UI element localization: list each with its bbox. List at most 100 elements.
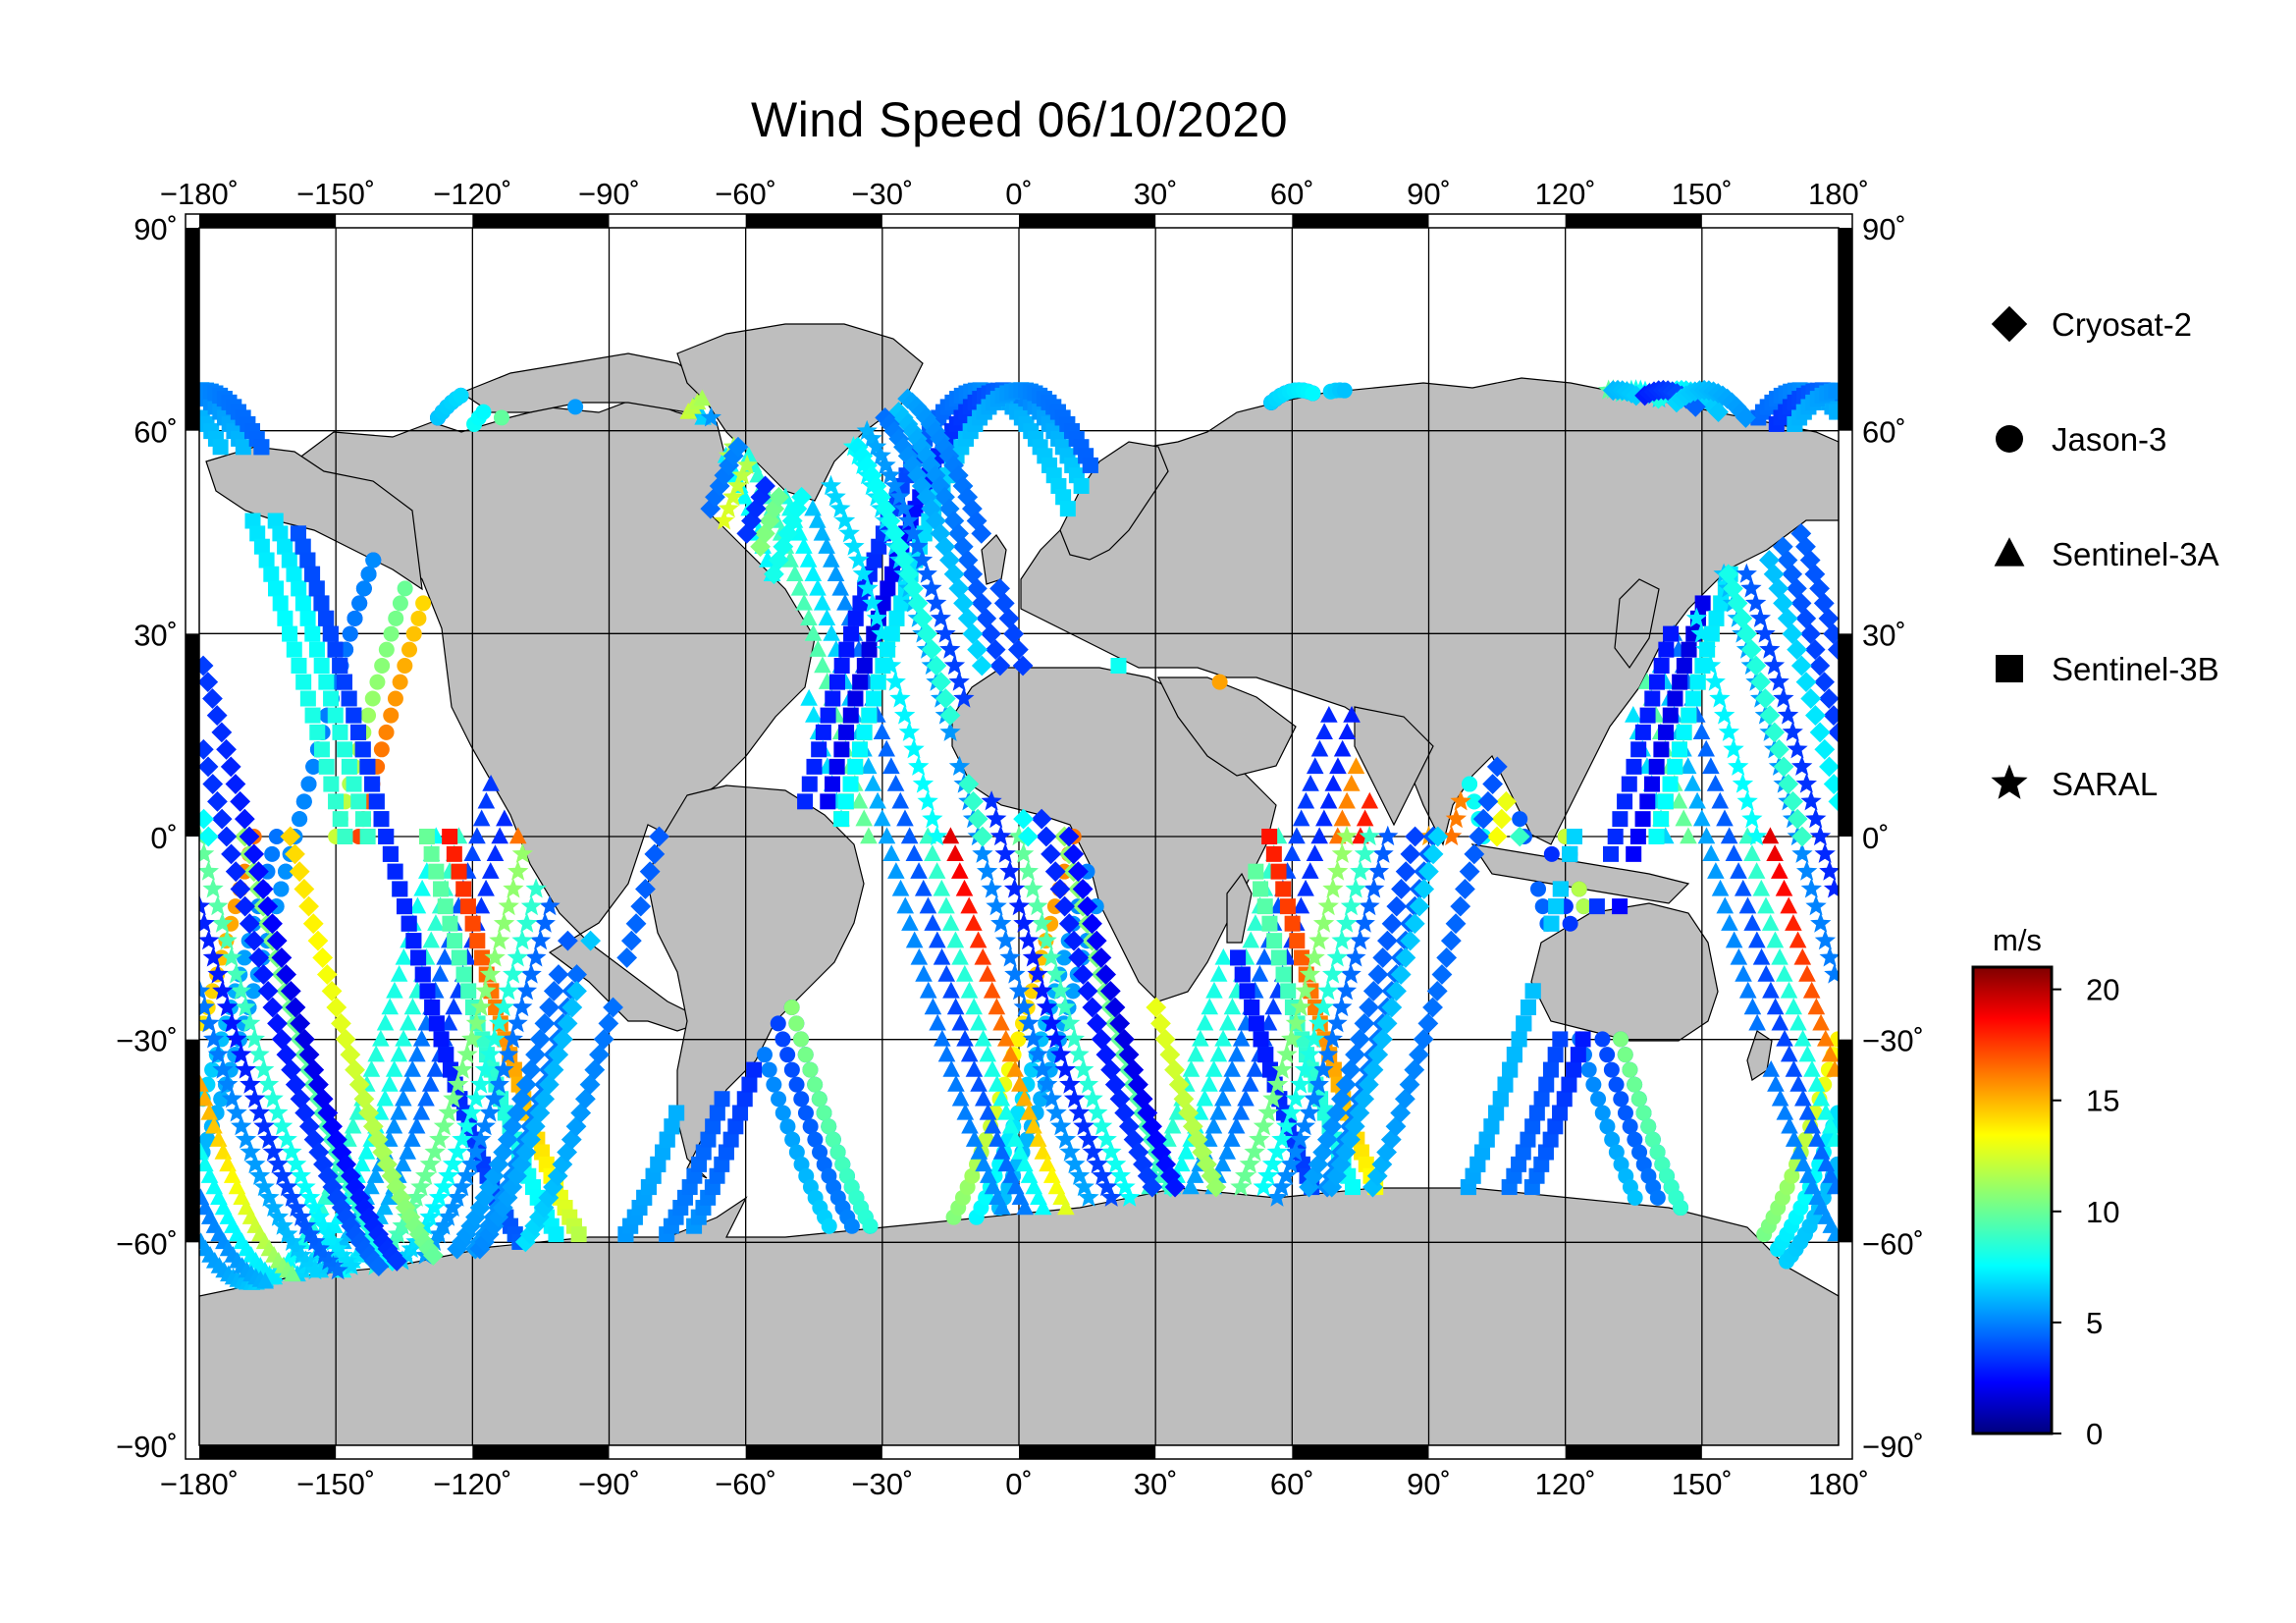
marker-diamond bbox=[520, 1129, 541, 1151]
marker-star bbox=[1723, 738, 1744, 759]
marker-circle bbox=[1590, 1091, 1607, 1108]
marker-triangle bbox=[873, 723, 891, 740]
marker-star bbox=[1312, 1058, 1334, 1079]
marker-star bbox=[244, 1153, 266, 1173]
marker-star bbox=[1032, 1058, 1053, 1079]
marker-diamond bbox=[1187, 1129, 1208, 1151]
marker-square bbox=[253, 538, 270, 555]
marker-triangle bbox=[1259, 1013, 1278, 1031]
lat-tick-right: −30˚ bbox=[1862, 1024, 1924, 1058]
marker-star bbox=[405, 1186, 427, 1207]
marker-triangle bbox=[983, 981, 1001, 999]
marker-star bbox=[848, 549, 870, 569]
marker-triangle bbox=[886, 774, 905, 791]
marker-square bbox=[534, 1144, 551, 1161]
lon-tick-bottom: −180˚ bbox=[160, 1467, 239, 1501]
marker-triangle bbox=[1707, 862, 1725, 879]
marker-circle bbox=[1530, 881, 1547, 897]
marker-star bbox=[1276, 1044, 1298, 1064]
marker-triangle bbox=[1721, 914, 1738, 931]
marker-triangle bbox=[975, 1089, 992, 1107]
marker-star bbox=[226, 1102, 247, 1122]
marker-circle bbox=[774, 1031, 791, 1048]
marker-star bbox=[442, 1196, 463, 1217]
marker-diamond bbox=[1809, 655, 1831, 676]
marker-diamond bbox=[469, 1238, 491, 1260]
marker-star bbox=[212, 980, 234, 1001]
marker-star bbox=[452, 1128, 473, 1149]
marker-star bbox=[303, 1196, 326, 1217]
marker-triangle bbox=[1780, 981, 1798, 999]
marker-square bbox=[1492, 1091, 1509, 1108]
marker-triangle bbox=[403, 1130, 421, 1147]
marker-triangle bbox=[992, 1142, 1011, 1160]
marker-star bbox=[308, 1206, 330, 1226]
marker-star bbox=[199, 929, 220, 950]
marker-triangle bbox=[1310, 827, 1328, 844]
marker-triangle bbox=[960, 1045, 979, 1062]
marker-star bbox=[912, 773, 934, 793]
marker-star bbox=[866, 436, 887, 457]
marker-triangle bbox=[960, 981, 979, 999]
frame-band-bottom bbox=[199, 1445, 337, 1459]
marker-circle bbox=[305, 758, 322, 775]
marker-square bbox=[1543, 915, 1560, 932]
marker-star bbox=[953, 687, 975, 708]
marker-diamond bbox=[1012, 655, 1034, 676]
marker-star bbox=[479, 1102, 501, 1122]
marker-circle bbox=[1797, 1131, 1814, 1148]
marker-diamond bbox=[1782, 623, 1803, 644]
marker-square bbox=[833, 741, 850, 758]
marker-star bbox=[1363, 878, 1385, 898]
marker-diamond bbox=[199, 756, 219, 778]
marker-star bbox=[438, 1102, 459, 1122]
marker-triangle bbox=[951, 1089, 970, 1107]
marker-circle bbox=[978, 1131, 994, 1148]
marker-diamond bbox=[519, 1223, 541, 1245]
marker-triangle bbox=[1785, 1130, 1803, 1147]
marker-diamond bbox=[1486, 826, 1508, 847]
marker-triangle bbox=[937, 964, 956, 982]
lat-tick-right: 30˚ bbox=[1862, 618, 1906, 652]
marker-diamond bbox=[1818, 608, 1839, 629]
marker-diamond bbox=[372, 1231, 394, 1253]
marker-star bbox=[1350, 860, 1371, 881]
marker-star bbox=[1041, 1088, 1063, 1109]
marker-triangle bbox=[1356, 809, 1374, 827]
marker-triangle bbox=[366, 1166, 385, 1183]
marker-triangle bbox=[929, 931, 946, 948]
marker-star bbox=[1257, 1102, 1279, 1122]
marker-diamond bbox=[313, 1154, 334, 1175]
marker-circle bbox=[783, 999, 800, 1015]
marker-triangle bbox=[1292, 896, 1310, 914]
marker-square bbox=[308, 641, 325, 658]
marker-square bbox=[1653, 741, 1670, 758]
marker-diamond bbox=[199, 826, 219, 847]
marker-diamond bbox=[1814, 672, 1835, 693]
marker-triangle bbox=[850, 791, 869, 809]
marker-diamond bbox=[331, 1012, 351, 1034]
marker-square bbox=[350, 793, 367, 810]
marker-star bbox=[248, 1164, 271, 1185]
marker-diamond bbox=[1718, 564, 1739, 585]
marker-star bbox=[1045, 1028, 1067, 1049]
marker-star bbox=[322, 1255, 345, 1275]
marker-triangle bbox=[781, 550, 799, 568]
marker-star bbox=[1003, 878, 1026, 898]
marker-star bbox=[876, 638, 897, 659]
marker-star bbox=[1235, 1164, 1256, 1185]
marker-star bbox=[447, 1073, 469, 1094]
marker-diamond bbox=[308, 1074, 329, 1095]
marker-diamond bbox=[1082, 913, 1102, 935]
marker-triangle bbox=[1757, 964, 1776, 982]
marker-triangle bbox=[813, 593, 831, 611]
marker-diamond bbox=[514, 1231, 536, 1253]
marker-star bbox=[484, 1028, 506, 1049]
marker-star bbox=[253, 1175, 275, 1197]
marker-diamond bbox=[1773, 756, 1794, 778]
marker-diamond bbox=[317, 1103, 339, 1123]
marker-star bbox=[216, 929, 238, 950]
marker-square bbox=[414, 966, 431, 983]
marker-square bbox=[364, 776, 381, 792]
